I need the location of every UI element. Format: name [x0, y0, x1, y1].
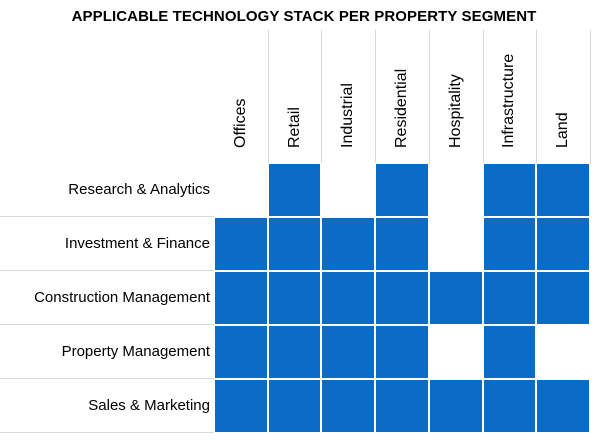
column-divider — [483, 30, 484, 163]
matrix-cell-filled — [536, 163, 590, 217]
matrix-cell-filled — [214, 217, 268, 271]
matrix-cell-filled — [214, 379, 268, 433]
row-label: Research & Analytics — [68, 181, 210, 198]
matrix-cell-filled — [321, 325, 375, 379]
matrix-cell-filled — [536, 271, 590, 325]
matrix-title: APPLICABLE TECHNOLOGY STACK PER PROPERTY… — [71, 8, 537, 25]
row-label: Investment & Finance — [64, 235, 210, 252]
matrix-cell-filled — [375, 163, 429, 217]
column-divider — [536, 30, 537, 163]
matrix-cell-filled — [375, 217, 429, 271]
matrix-cell-empty — [214, 163, 268, 217]
matrix-cell-filled — [268, 163, 321, 217]
row-divider — [0, 378, 214, 379]
row-divider — [0, 216, 214, 217]
column-header: Industrial — [339, 83, 356, 148]
matrix-cell-empty — [429, 325, 483, 379]
row-divider — [0, 324, 214, 325]
column-header: Offices — [232, 98, 249, 149]
column-header: Residential — [393, 68, 410, 148]
matrix-cell-filled — [375, 271, 429, 325]
matrix-cell-filled — [214, 325, 268, 379]
column-divider — [321, 30, 322, 163]
matrix-cell-filled — [268, 217, 321, 271]
matrix-cell-filled — [268, 325, 321, 379]
matrix-cell-filled — [483, 217, 536, 271]
column-divider — [268, 30, 269, 163]
matrix-cell-empty — [429, 217, 483, 271]
row-divider — [0, 270, 214, 271]
matrix-cell-filled — [536, 379, 590, 433]
column-divider — [590, 30, 591, 163]
matrix-cell-filled — [429, 271, 483, 325]
row-label: Sales & Marketing — [88, 397, 210, 414]
matrix-cell-filled — [483, 325, 536, 379]
column-divider — [375, 30, 376, 163]
matrix-cell-filled — [321, 379, 375, 433]
matrix-cell-filled — [375, 379, 429, 433]
matrix-cell-empty — [536, 325, 590, 379]
matrix-cell-filled — [483, 379, 536, 433]
column-divider — [429, 30, 430, 163]
matrix-cell-filled — [321, 217, 375, 271]
row-label: Property Management — [61, 343, 210, 360]
matrix-cell-filled — [483, 271, 536, 325]
matrix-cell-empty — [321, 163, 375, 217]
row-divider — [0, 432, 214, 433]
matrix-cell-filled — [214, 271, 268, 325]
matrix-cell-filled — [429, 379, 483, 433]
matrix-cell-filled — [483, 163, 536, 217]
matrix-cell-filled — [268, 271, 321, 325]
column-header: Hospitality — [447, 74, 464, 148]
matrix-cell-filled — [268, 379, 321, 433]
matrix-cell-filled — [536, 217, 590, 271]
matrix-cell-empty — [429, 163, 483, 217]
matrix-cell-filled — [375, 325, 429, 379]
column-header: Retail — [286, 107, 303, 148]
column-header: Infrastructure — [500, 53, 517, 148]
column-header: Land — [554, 112, 571, 148]
matrix-cell-filled — [321, 271, 375, 325]
row-label: Construction Management — [34, 289, 210, 306]
